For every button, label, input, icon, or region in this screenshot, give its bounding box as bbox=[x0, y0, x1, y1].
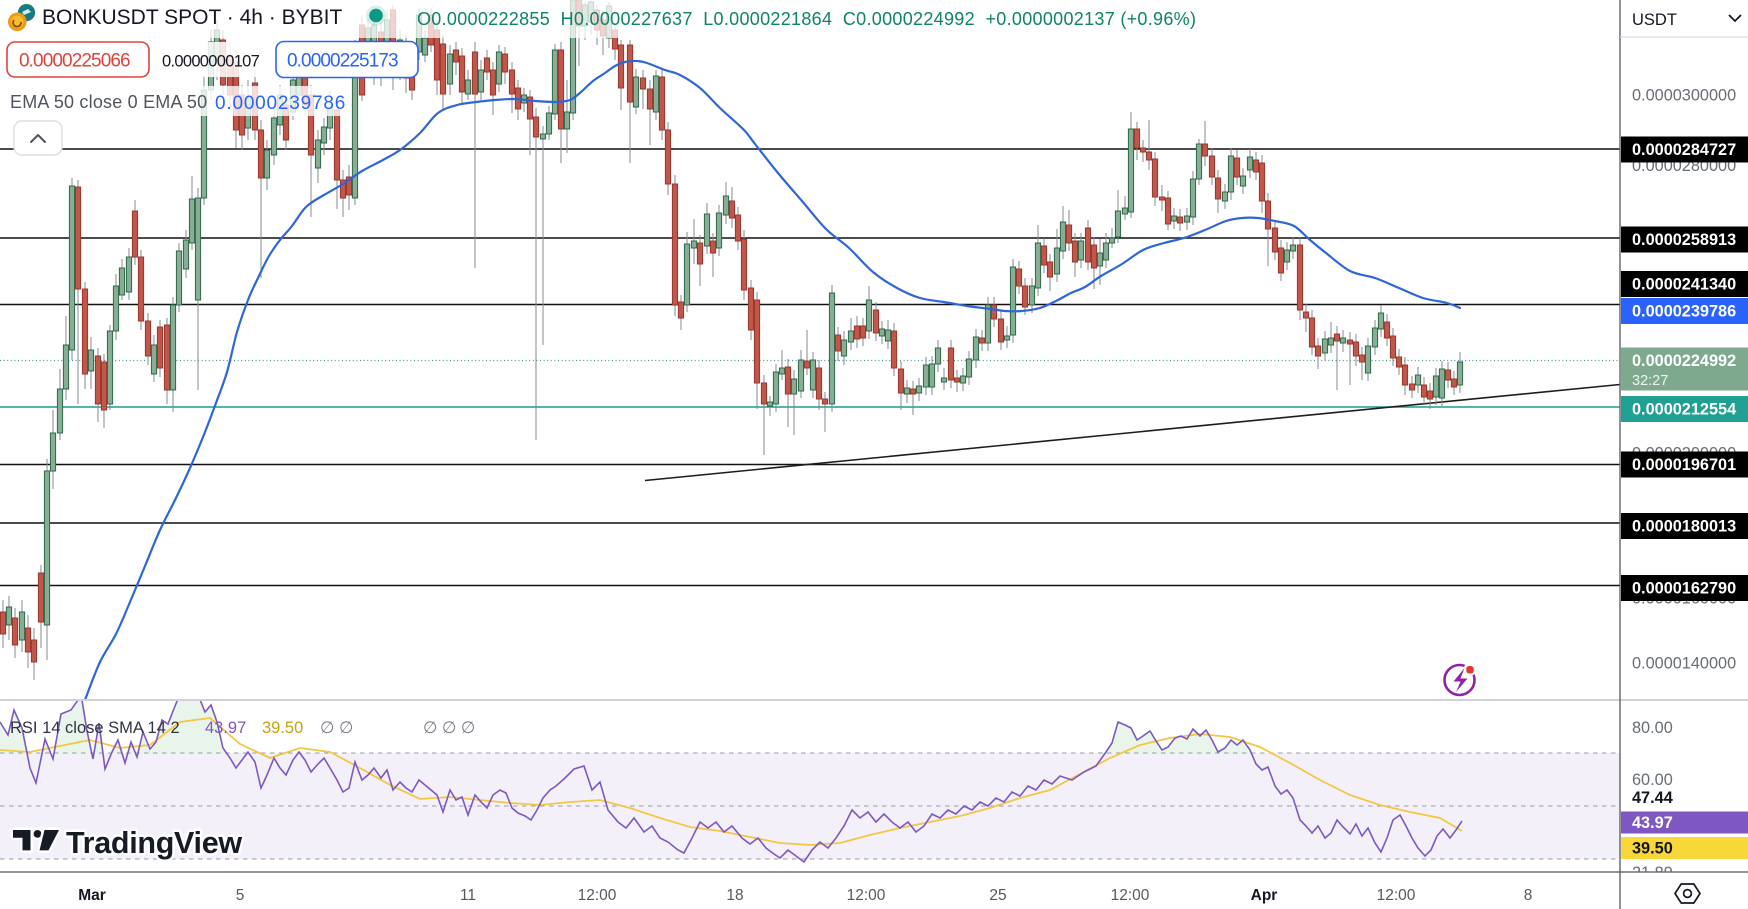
svg-text:12:00: 12:00 bbox=[1377, 887, 1416, 904]
svg-text:0.0000239786: 0.0000239786 bbox=[1632, 303, 1736, 321]
svg-text:39.50: 39.50 bbox=[1632, 840, 1673, 858]
svg-text:12:00: 12:00 bbox=[847, 887, 886, 904]
svg-text:25: 25 bbox=[989, 887, 1006, 904]
svg-text:∅ ∅: ∅ ∅ bbox=[320, 719, 353, 737]
svg-text:0.0000225173: 0.0000225173 bbox=[287, 51, 398, 72]
svg-text:Mar: Mar bbox=[78, 887, 106, 904]
svg-text:0.0000180013: 0.0000180013 bbox=[1632, 518, 1736, 536]
svg-text:∅ ∅ ∅: ∅ ∅ ∅ bbox=[423, 719, 475, 737]
svg-text:0.0000196701: 0.0000196701 bbox=[1632, 456, 1736, 474]
svg-text:0.0000300000: 0.0000300000 bbox=[1632, 87, 1736, 105]
svg-text:21.89: 21.89 bbox=[1632, 864, 1673, 882]
svg-text:12:00: 12:00 bbox=[1111, 887, 1150, 904]
svg-text:0.0000241340: 0.0000241340 bbox=[1632, 276, 1736, 294]
svg-text:18: 18 bbox=[726, 887, 743, 904]
svg-text:0.0000000107: 0.0000000107 bbox=[162, 53, 260, 71]
svg-text:0.0000162790: 0.0000162790 bbox=[1632, 580, 1736, 598]
svg-text:32:27: 32:27 bbox=[1632, 373, 1668, 389]
svg-text:TradingView: TradingView bbox=[66, 826, 242, 860]
svg-text:60.00: 60.00 bbox=[1632, 771, 1673, 789]
svg-text:0.0000284727: 0.0000284727 bbox=[1632, 141, 1736, 159]
svg-text:0.0000239786: 0.0000239786 bbox=[215, 93, 346, 114]
svg-text:EMA 50 close 0 EMA 50: EMA 50 close 0 EMA 50 bbox=[10, 92, 207, 112]
svg-text:11: 11 bbox=[460, 887, 476, 904]
svg-text:0.0000212554: 0.0000212554 bbox=[1632, 401, 1736, 419]
svg-text:RSI 14 close SMA 14 2: RSI 14 close SMA 14 2 bbox=[10, 719, 180, 737]
svg-text:O0.0000222855 H0.0000227637: O0.0000222855 H0.0000227637 L0.000022186… bbox=[417, 9, 1196, 29]
svg-text:39.50: 39.50 bbox=[262, 719, 303, 737]
svg-text:0.0000225066: 0.0000225066 bbox=[19, 51, 130, 72]
svg-text:80.00: 80.00 bbox=[1632, 719, 1673, 737]
svg-text:0.0000224992: 0.0000224992 bbox=[1632, 352, 1736, 370]
svg-text:BONKUSDT SPOT · 4h · BYBIT: BONKUSDT SPOT · 4h · BYBIT bbox=[42, 6, 342, 29]
svg-text:USDT: USDT bbox=[1632, 11, 1677, 29]
svg-text:Apr: Apr bbox=[1251, 887, 1278, 904]
svg-text:8: 8 bbox=[1524, 887, 1533, 904]
svg-text:0.0000258913: 0.0000258913 bbox=[1632, 231, 1736, 249]
svg-text:47.44: 47.44 bbox=[1632, 789, 1673, 807]
svg-text:0.0000140000: 0.0000140000 bbox=[1632, 655, 1736, 673]
svg-text:5: 5 bbox=[236, 887, 245, 904]
svg-text:43.97: 43.97 bbox=[205, 719, 246, 737]
svg-text:12:00: 12:00 bbox=[578, 887, 617, 904]
svg-text:43.97: 43.97 bbox=[1632, 814, 1673, 832]
